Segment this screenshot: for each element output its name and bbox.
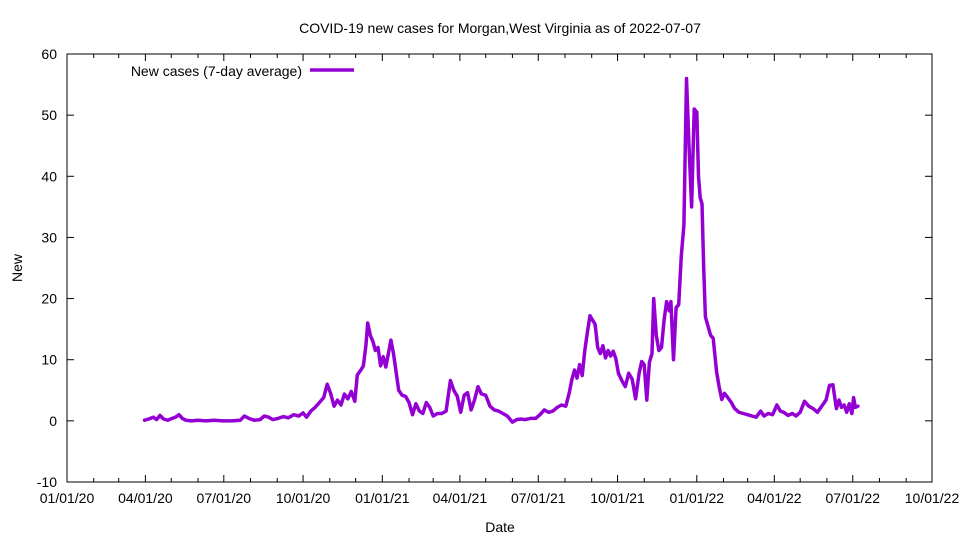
x-tick-label: 01/01/20 [40, 490, 95, 506]
x-tick-label: 04/01/20 [118, 490, 173, 506]
x-tick-label: 04/01/22 [747, 490, 802, 506]
x-tick-label: 01/01/21 [355, 490, 410, 506]
x-tick-label: 01/01/22 [670, 490, 725, 506]
y-tick-label: 30 [41, 229, 57, 245]
plot-frame [66, 53, 933, 483]
x-tick-label: 04/01/21 [433, 490, 488, 506]
x-tick-label: 07/01/21 [511, 490, 566, 506]
y-tick-label: 40 [41, 168, 57, 184]
y-tick-label: 0 [49, 413, 57, 429]
y-tick-label: 60 [41, 46, 57, 62]
x-tick-label: 07/01/22 [825, 490, 880, 506]
legend: New cases (7-day average) [131, 63, 354, 79]
y-tick-label: 50 [41, 107, 57, 123]
series-line-new-cases [142, 76, 860, 424]
x-axis-label: Date [485, 519, 515, 535]
x-tick-label: 10/01/22 [905, 490, 960, 506]
y-tick-label: 10 [41, 352, 57, 368]
legend-label: New cases (7-day average) [131, 63, 302, 79]
y-tick-label: 20 [41, 291, 57, 307]
y-axis-label: New [9, 253, 25, 282]
y-axis-ticks: -10 0 10 20 30 40 50 60 [37, 46, 932, 490]
x-tick-label: 10/01/21 [590, 490, 645, 506]
chart-title: COVID-19 new cases for Morgan,West Virgi… [299, 20, 701, 36]
x-tick-label: 10/01/20 [276, 490, 331, 506]
x-tick-label: 07/01/20 [197, 490, 252, 506]
y-tick-label: -10 [37, 474, 57, 490]
x-axis-ticks: 01/01/20 04/01/20 07/01/20 10/01/20 01/01/21… [40, 54, 960, 506]
